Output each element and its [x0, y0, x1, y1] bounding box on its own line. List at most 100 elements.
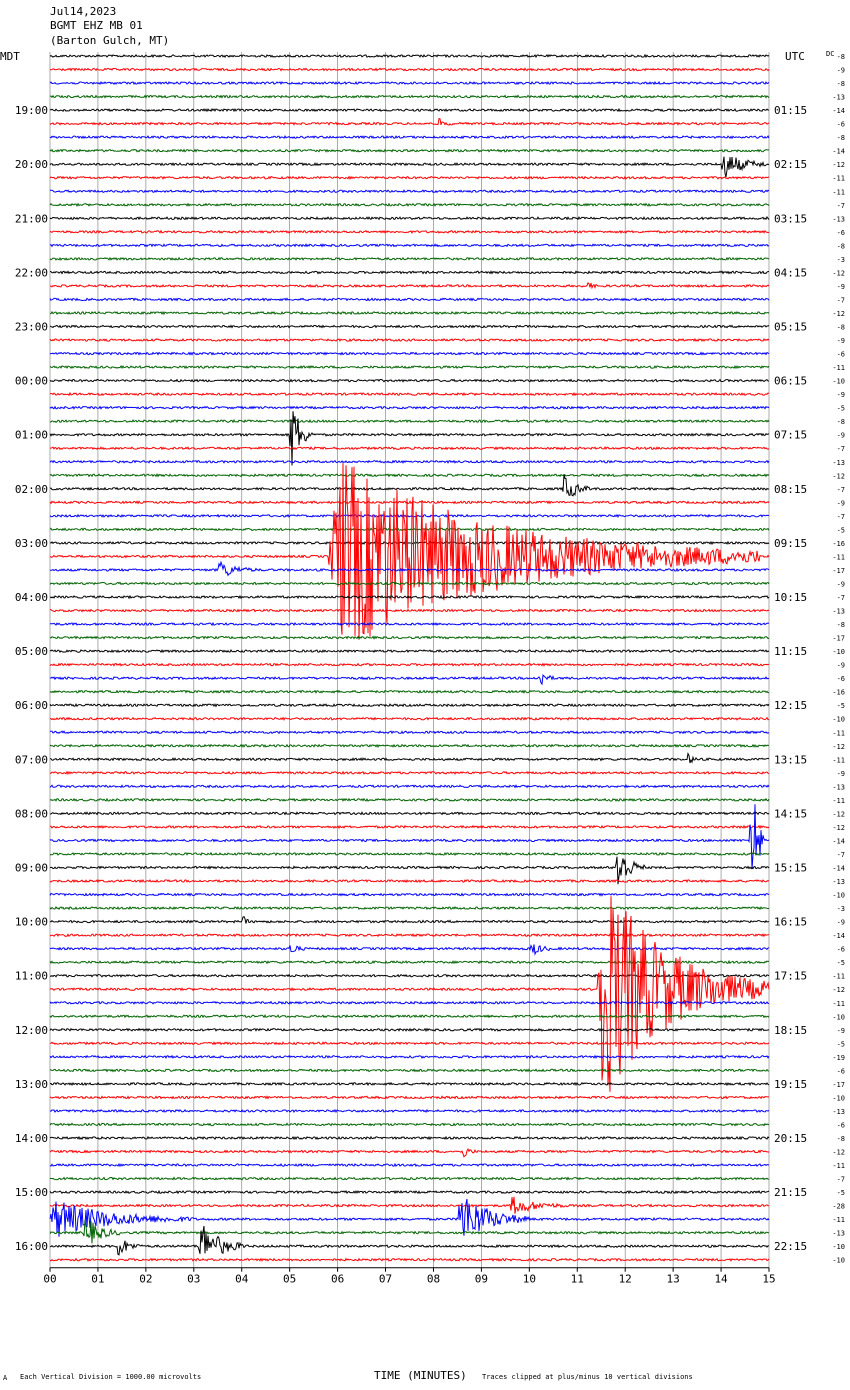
right-hour-label: 15:15	[774, 862, 807, 875]
dc-offset-label: -3	[837, 256, 845, 264]
seismic-trace	[49, 134, 770, 140]
seismic-trace	[49, 1257, 770, 1262]
dc-offset-label: -17	[832, 635, 845, 643]
dc-offset-label: -10	[832, 892, 845, 900]
dc-offset-label: -13	[832, 1108, 845, 1116]
dc-offset-label: -5	[837, 959, 845, 967]
seismic-trace	[49, 635, 770, 640]
seismic-trace	[49, 730, 770, 735]
right-timezone-label: UTC	[785, 50, 805, 63]
dc-offset-label: -10	[832, 1013, 845, 1021]
dc-offset-label: -14	[832, 932, 845, 940]
dc-offset-label: -11	[832, 1000, 845, 1008]
dc-offset-label: -12	[832, 472, 845, 480]
seismic-trace	[49, 1135, 770, 1141]
seismic-trace	[49, 824, 770, 830]
dc-offset-label: -13	[832, 215, 845, 223]
dc-offset-label: -10	[832, 378, 845, 386]
seismic-trace	[49, 67, 770, 72]
dc-offset-label: -11	[832, 175, 845, 183]
seismic-trace	[49, 851, 770, 857]
seismic-trace	[49, 337, 770, 343]
dc-offset-label: -14	[832, 148, 845, 156]
seismic-trace	[49, 770, 770, 776]
dc-offset-label: -12	[832, 743, 845, 751]
seismic-trace	[49, 243, 770, 248]
left-hour-label: 16:00	[15, 1240, 48, 1253]
seismic-trace	[49, 351, 770, 356]
seismic-trace	[49, 811, 770, 816]
dc-offset-label: -8	[837, 621, 845, 629]
dc-offset-label: -16	[832, 689, 845, 697]
dc-offset-label: -12	[832, 1149, 845, 1157]
dc-offset-label: -5	[837, 526, 845, 534]
seismic-trace	[49, 53, 770, 59]
seismic-trace	[49, 282, 770, 290]
seismic-trace	[49, 1122, 770, 1127]
dc-offset-label: -8	[837, 80, 845, 88]
seismic-trace	[49, 118, 770, 126]
dc-offset-label: -6	[837, 675, 845, 683]
seismic-trace	[49, 674, 770, 686]
left-hour-label: 10:00	[15, 916, 48, 929]
dc-offset-label: -9	[837, 919, 845, 927]
dc-offset-label: -9	[837, 499, 845, 507]
seismic-trace	[49, 175, 770, 180]
x-tick-label: 14	[714, 1273, 728, 1286]
left-hour-label: 03:00	[15, 537, 48, 550]
seismic-trace	[49, 716, 770, 721]
left-hour-label: 11:00	[15, 970, 48, 983]
seismic-trace	[49, 1189, 770, 1195]
header-date: Jul14,2023	[50, 5, 117, 18]
right-hour-label: 07:15	[774, 429, 807, 442]
dc-offset-label: -7	[837, 594, 845, 602]
x-tick-label: 03	[187, 1273, 200, 1286]
seismic-trace	[49, 1081, 770, 1087]
dc-offset-label: -9	[837, 580, 845, 588]
dc-offset-label: -13	[832, 459, 845, 467]
right-hour-label: 05:15	[774, 321, 807, 334]
seismic-trace	[49, 1176, 770, 1181]
dc-offset-label: -7	[837, 851, 845, 859]
dc-label: DC	[826, 50, 835, 58]
seismic-trace	[49, 581, 770, 586]
x-tick-label: 11	[571, 1273, 584, 1286]
seismic-trace	[49, 256, 770, 261]
seismic-trace	[49, 689, 770, 694]
seismic-trace	[49, 229, 770, 234]
footer-scale-note: Each Vertical Division = 1000.00 microvo…	[20, 1373, 202, 1381]
dc-offset-label: -10	[832, 1094, 845, 1102]
dc-offset-label: -6	[837, 229, 845, 237]
left-hour-label: 08:00	[15, 807, 48, 820]
seismic-trace	[49, 540, 770, 546]
dc-offset-label: -11	[832, 756, 845, 764]
dc-offset-label: -14	[832, 865, 845, 873]
dc-offset-label: -13	[832, 94, 845, 102]
right-hour-label: 08:15	[774, 483, 807, 496]
left-hour-label: 04:00	[15, 591, 48, 604]
left-hour-label: 00:00	[15, 375, 48, 388]
dc-offset-label: -13	[832, 878, 845, 886]
x-tick-label: 01	[91, 1273, 104, 1286]
left-hour-label: 21:00	[15, 212, 48, 225]
seismic-trace	[49, 1014, 770, 1019]
dc-offset-label: -12	[832, 310, 845, 318]
left-hour-label: 20:00	[15, 158, 48, 171]
dc-offset-label: -12	[832, 269, 845, 277]
seismic-trace	[49, 752, 770, 764]
left-hour-label: 12:00	[15, 1024, 48, 1037]
dc-offset-label: -11	[832, 188, 845, 196]
seismic-trace	[50, 391, 770, 397]
right-hour-label: 14:15	[774, 807, 807, 820]
seismic-trace	[49, 297, 770, 302]
dc-offset-label: -17	[832, 567, 845, 575]
footer-corner-mark: A	[3, 1374, 8, 1382]
dc-offset-label: -12	[832, 810, 845, 818]
right-hour-label: 09:15	[774, 537, 807, 550]
seismic-trace	[49, 1148, 770, 1158]
seismic-trace	[49, 1041, 770, 1046]
seismic-trace	[49, 804, 770, 870]
seismic-trace	[49, 1095, 770, 1100]
dc-offset-label: -8	[837, 418, 845, 426]
